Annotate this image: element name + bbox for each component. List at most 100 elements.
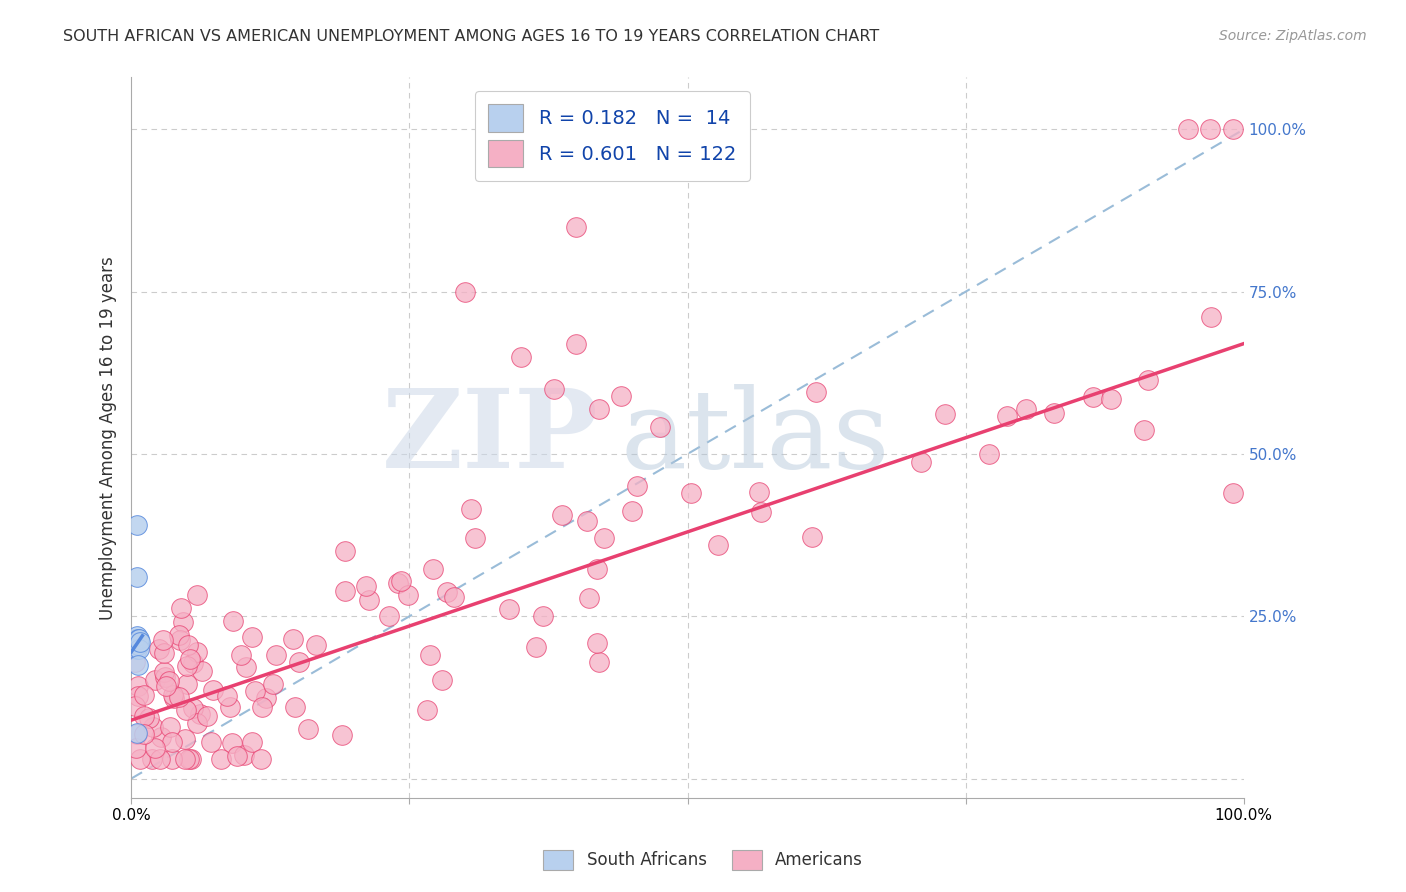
Point (132, 709, 155, 723)
Point (191, 664, 214, 678)
Point (127, 632, 149, 646)
Point (305, 638, 328, 652)
Point (283, 632, 305, 647)
Point (550, 508, 572, 523)
Point (173, 732, 195, 747)
Point (200, 735, 222, 749)
Point (681, 486, 703, 500)
Point (910, 455, 932, 469)
Point (977, 447, 1000, 461)
Point (1137, 372, 1160, 386)
Point (125, 741, 148, 756)
Point (181, 657, 204, 671)
Point (262, 677, 284, 691)
Point (141, 752, 163, 766)
Text: ZIP: ZIP (382, 384, 599, 491)
Point (610, 388, 633, 402)
Point (749, 505, 772, 519)
Point (125, 641, 148, 656)
Point (201, 682, 224, 697)
Point (378, 609, 401, 624)
Point (134, 727, 156, 741)
Point (222, 615, 245, 629)
Point (127, 679, 149, 693)
Point (531, 609, 554, 624)
Point (578, 591, 600, 605)
Y-axis label: Unemployment Among Ages 16 to 19 years: Unemployment Among Ages 16 to 19 years (100, 256, 117, 620)
Point (333, 584, 356, 599)
Point (1177, 122, 1199, 136)
Point (195, 708, 218, 723)
Point (174, 703, 197, 717)
Point (576, 514, 599, 528)
Point (148, 642, 170, 657)
Point (330, 729, 353, 743)
Point (1222, 486, 1244, 500)
Point (124, 655, 146, 669)
Point (565, 336, 588, 351)
Point (125, 632, 148, 646)
Point (498, 601, 520, 615)
Point (650, 420, 672, 434)
Point (163, 691, 186, 706)
Point (153, 665, 176, 680)
Point (127, 639, 149, 653)
Point (179, 652, 201, 666)
Point (1014, 401, 1036, 416)
Point (934, 407, 956, 421)
Point (180, 752, 202, 766)
Point (454, 285, 477, 299)
Point (243, 683, 266, 698)
Point (396, 588, 419, 602)
Point (995, 409, 1018, 423)
Point (128, 752, 150, 766)
Point (284, 700, 307, 714)
Point (174, 752, 197, 766)
Point (1133, 423, 1156, 437)
Text: Source: ZipAtlas.com: Source: ZipAtlas.com (1219, 29, 1367, 43)
Point (707, 538, 730, 552)
Point (389, 574, 412, 589)
Point (143, 673, 166, 688)
Point (249, 752, 271, 766)
Point (153, 646, 176, 660)
Point (218, 700, 240, 714)
Point (124, 698, 146, 713)
Point (543, 382, 565, 396)
Point (125, 639, 148, 653)
Point (804, 384, 827, 399)
Point (288, 655, 311, 669)
Point (460, 502, 482, 516)
Point (186, 645, 208, 659)
Point (1201, 310, 1223, 325)
Point (233, 748, 256, 763)
Point (186, 588, 208, 602)
Point (127, 727, 149, 741)
Point (125, 629, 148, 643)
Point (354, 578, 377, 592)
Point (748, 485, 770, 500)
Point (524, 640, 547, 654)
Point (128, 632, 150, 646)
Point (586, 636, 609, 650)
Point (181, 700, 204, 714)
Point (128, 641, 150, 656)
Point (127, 657, 149, 672)
Point (1043, 406, 1066, 420)
Point (177, 638, 200, 652)
Point (588, 655, 610, 669)
Point (167, 628, 190, 642)
Point (235, 660, 257, 674)
Point (626, 479, 648, 493)
Point (254, 690, 277, 705)
Point (152, 632, 174, 647)
Point (443, 590, 465, 604)
Point (177, 752, 200, 766)
Point (149, 752, 172, 766)
Point (359, 593, 381, 607)
Point (176, 658, 198, 673)
Point (188, 707, 211, 722)
Point (155, 679, 177, 693)
Point (129, 635, 152, 649)
Point (422, 562, 444, 576)
